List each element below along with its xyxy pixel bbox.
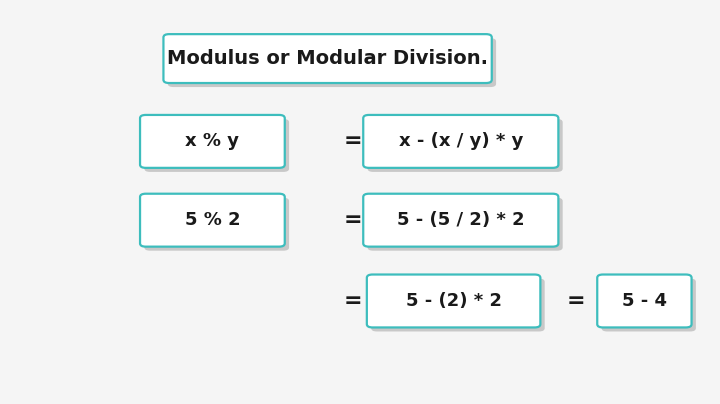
FancyBboxPatch shape: [168, 38, 496, 87]
FancyBboxPatch shape: [363, 194, 559, 246]
Text: 5 - (2) * 2: 5 - (2) * 2: [405, 292, 502, 310]
FancyBboxPatch shape: [363, 115, 559, 168]
Text: 5 - (5 / 2) * 2: 5 - (5 / 2) * 2: [397, 211, 525, 229]
FancyBboxPatch shape: [163, 34, 492, 83]
FancyBboxPatch shape: [144, 119, 289, 172]
FancyBboxPatch shape: [140, 194, 285, 246]
FancyBboxPatch shape: [140, 115, 285, 168]
FancyBboxPatch shape: [602, 279, 696, 331]
FancyBboxPatch shape: [144, 198, 289, 250]
FancyBboxPatch shape: [366, 275, 540, 327]
Text: =: =: [343, 131, 362, 152]
Text: Modulus or Modular Division.: Modulus or Modular Division.: [167, 49, 488, 68]
FancyBboxPatch shape: [598, 275, 692, 327]
Text: =: =: [567, 291, 585, 311]
Text: =: =: [343, 291, 362, 311]
FancyBboxPatch shape: [367, 198, 563, 250]
Text: =: =: [343, 210, 362, 230]
Text: x % y: x % y: [185, 133, 239, 150]
FancyBboxPatch shape: [372, 279, 544, 331]
FancyBboxPatch shape: [367, 119, 563, 172]
Text: 5 % 2: 5 % 2: [184, 211, 240, 229]
Text: 5 - 4: 5 - 4: [622, 292, 667, 310]
Text: x - (x / y) * y: x - (x / y) * y: [399, 133, 523, 150]
